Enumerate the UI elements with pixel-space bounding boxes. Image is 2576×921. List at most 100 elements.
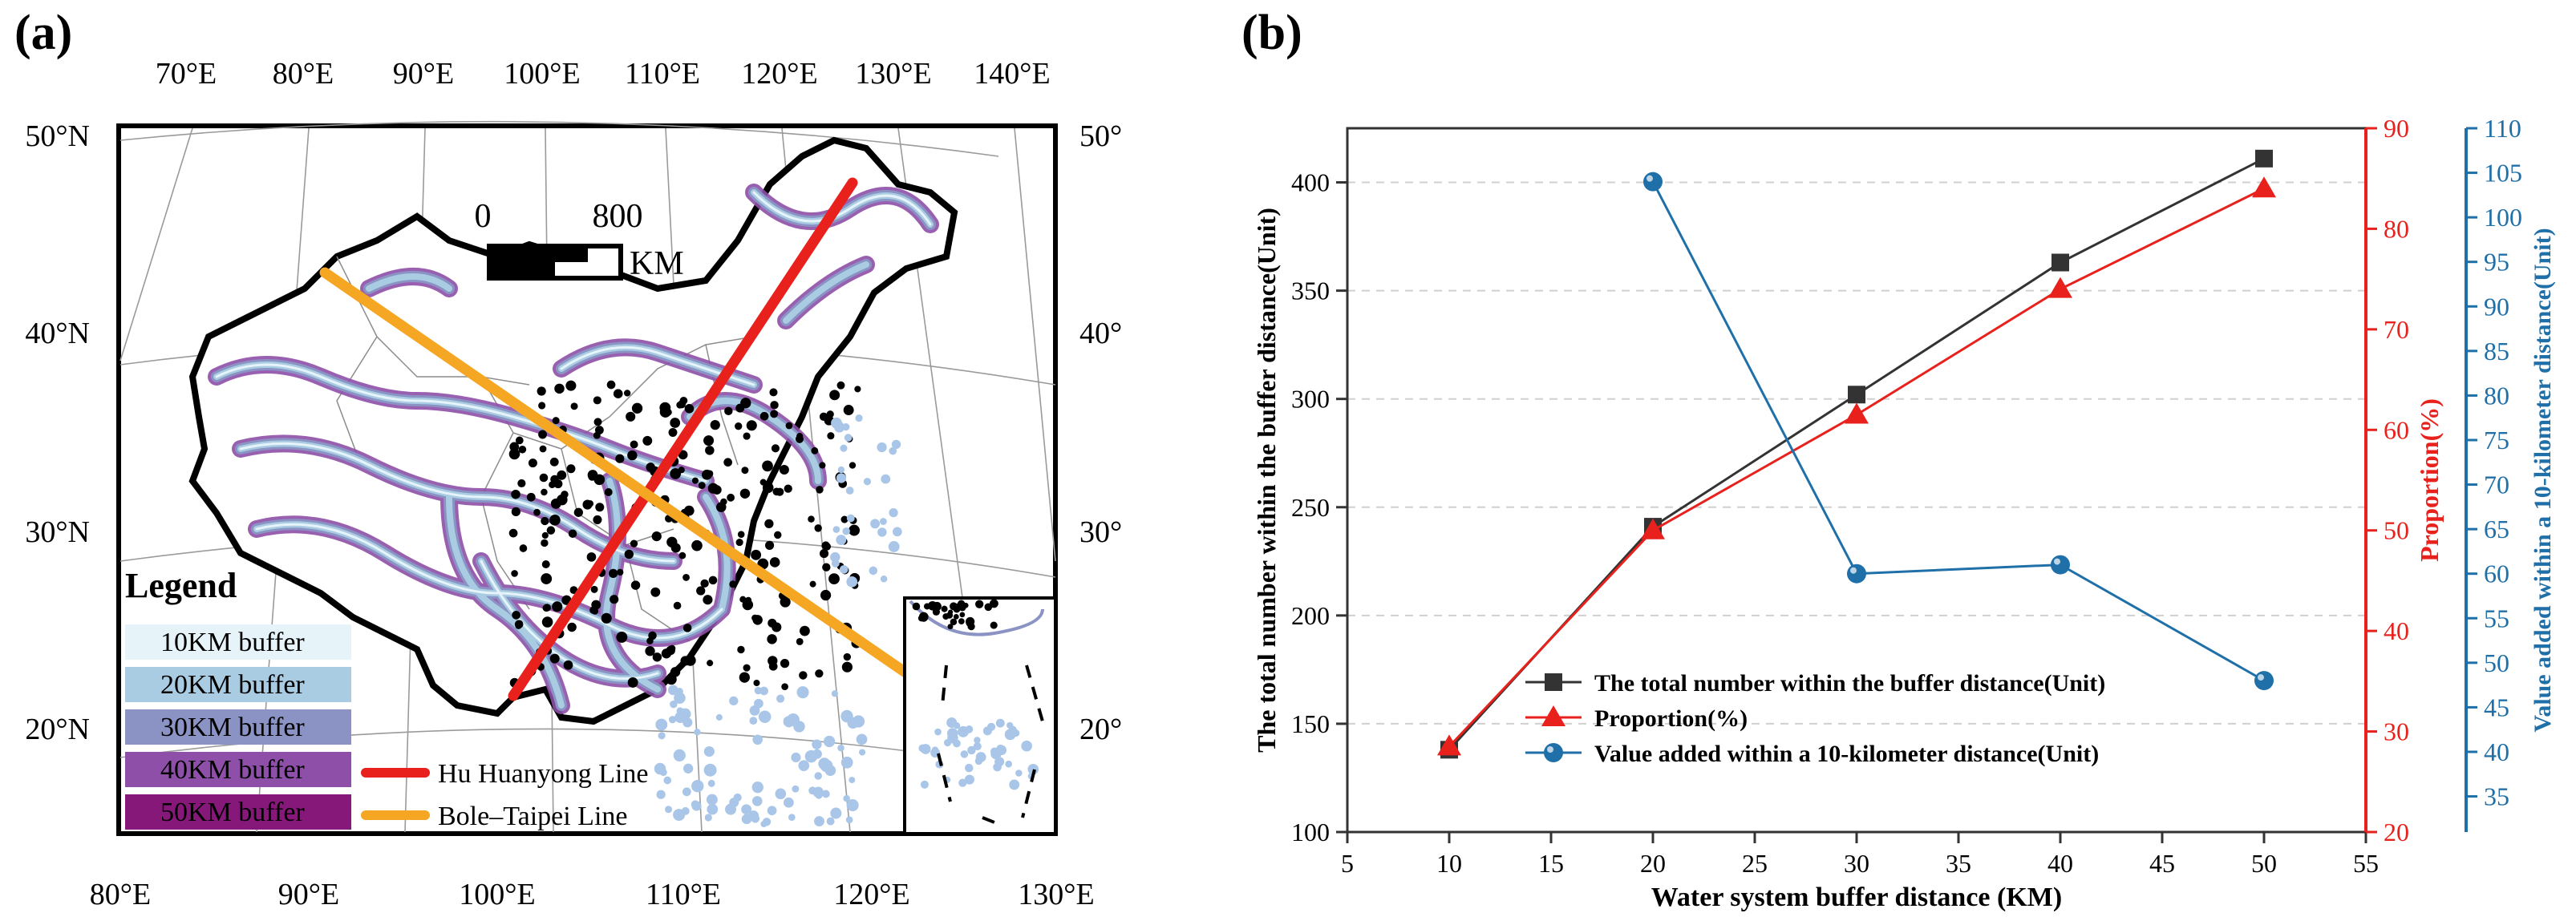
map-top-lon-label: 70°E [156,57,217,91]
series-marker-triangle [1641,518,1665,539]
y-right1-tick-label: 70 [2384,315,2409,344]
y-left-tick-label: 300 [1291,385,1330,414]
legend-swatch-buffer [125,752,351,787]
series-marker-highlight [2258,674,2264,681]
hu-huanyong-line [508,177,858,701]
y-right1-tick-label: 90 [2384,114,2409,143]
map-top-lon-label: 110°E [625,57,700,91]
map-right-lat-label: 30°N [1079,515,1123,549]
series-marker-square [1848,386,1865,404]
series-marker-circle [1847,564,1866,584]
bole-taipei-line [319,267,924,687]
y-right2-axis-title: Value added within a 10-kilometer distan… [2529,228,2556,732]
y-left-tick-label: 400 [1291,168,1330,197]
map-bottom-lon-label: 100°E [459,878,535,911]
y-right2-tick-label: 55 [2484,604,2509,632]
y-right2-tick-label: 35 [2484,782,2509,811]
legend-label-buffer: 30KM buffer [160,713,305,742]
y-right2-tick-label: 65 [2484,515,2509,543]
series-marker-triangle [1845,402,1869,424]
x-tick-label: 50 [2251,849,2277,878]
chart-legend-label: Proportion(%) [1594,705,1748,732]
x-tick-label: 35 [1946,849,1971,878]
chart-legend-label: Value added within a 10-kilometer distan… [1594,741,2099,767]
series-marker-square [2255,149,2273,168]
scale-bar: 0 800 KM [475,198,684,282]
y-right1-tick-label: 80 [2384,214,2409,243]
map-right-lat-label: 40°N [1079,317,1123,350]
legend-title: Legend [125,566,237,605]
x-tick-label: 30 [1844,849,1869,878]
y-right1-tick-label: 30 [2384,717,2409,746]
y-right2-tick-label: 95 [2484,248,2509,277]
map-top-lon-label: 100°E [504,57,580,91]
y-right1-tick-label: 60 [2384,415,2409,444]
panel-a-label: (a) [14,6,73,60]
legend-swatch-buffer [125,624,351,660]
y-left-tick-label: 100 [1291,818,1330,846]
map-top-lon-label: 140°E [974,57,1050,91]
y-right2-tick-label: 40 [2484,737,2509,766]
map-bottom-lon-label: 90°E [278,878,339,911]
legend-label-buffer: 50KM buffer [160,798,305,827]
y-right1-axis-title: Proportion(%) [2415,398,2444,562]
y-left-axis-title: The total number within the buffer dista… [1252,208,1281,753]
inset-map [903,596,1057,835]
legend-label-buffer: 10KM buffer [160,628,305,657]
map-top-lon-label: 130°E [855,57,931,91]
map-top-lon-label: 90°E [393,57,454,91]
map-top-lon-label: 120°E [741,57,817,91]
y-right2-tick-label: 80 [2484,381,2509,410]
x-tick-label: 5 [1341,849,1354,878]
map-panel: 0 800 KM Legend 10KM buffer 20KM buffer 30… [25,57,1123,911]
scale-zero: 0 [475,198,492,235]
map-top-lon-label: 80°E [273,57,334,91]
point-markers [508,380,862,691]
map-left-lat-label: 20°N [25,713,90,746]
series-marker-square [2051,253,2069,272]
series-marker-highlight [2054,558,2060,565]
chart-legend-label: The total number within the buffer dista… [1594,670,2105,697]
series-marker-square [1545,673,1562,691]
series-marker-circle [1544,743,1563,762]
series-line [1448,187,2265,748]
x-tick-label: 15 [1538,849,1564,878]
x-tick-label: 20 [1640,849,1666,878]
y-right2-tick-label: 85 [2484,337,2509,366]
x-tick-label: 45 [2149,849,2175,878]
series-marker-highlight [1547,746,1553,753]
coastal-buffer-dots [654,414,902,828]
y-right2-tick-label: 50 [2484,648,2509,677]
legend-swatch-buffer [125,709,351,745]
legend-label-buffer: 20KM buffer [160,670,305,700]
y-right2-tick-label: 110 [2484,114,2521,143]
y-right1-tick-label: 40 [2384,616,2409,645]
series-marker-triangle [2252,176,2276,198]
series-marker-circle [1643,172,1663,192]
series-line [1651,180,2265,682]
y-right1-tick-label: 50 [2384,516,2409,545]
series-marker-highlight [1850,567,1857,574]
y-left-tick-label: 200 [1291,601,1330,630]
series-marker-circle [2051,555,2070,575]
map-right-lat-label: 50°N [1079,119,1123,153]
y-left-tick-label: 350 [1291,277,1330,305]
x-tick-label: 10 [1436,849,1462,878]
scale-distance: 800 [593,198,643,235]
series-marker-circle [2254,671,2274,691]
map-bottom-lon-label: 110°E [646,878,721,911]
line-chart: 5 10 15 20 25 30 35 40 45 50 55 Water system buffer… [1252,114,2556,912]
map-bottom-lon-label: 130°E [1018,878,1094,911]
legend-swatch-buffer [125,667,351,702]
y-left-tick-label: 250 [1291,493,1330,522]
map-left-lat-label: 40°N [25,317,90,350]
x-tick-label: 40 [2047,849,2073,878]
series-line [1448,157,2265,751]
map-right-lat-label: 20°N [1079,713,1123,746]
legend-label-line: Hu Huanyong Line [438,759,649,789]
x-tick-label: 55 [2353,849,2379,878]
scale-unit: KM [630,245,684,282]
map-left-lat-label: 50°N [25,119,90,153]
map-bottom-lon-label: 120°E [833,878,909,911]
